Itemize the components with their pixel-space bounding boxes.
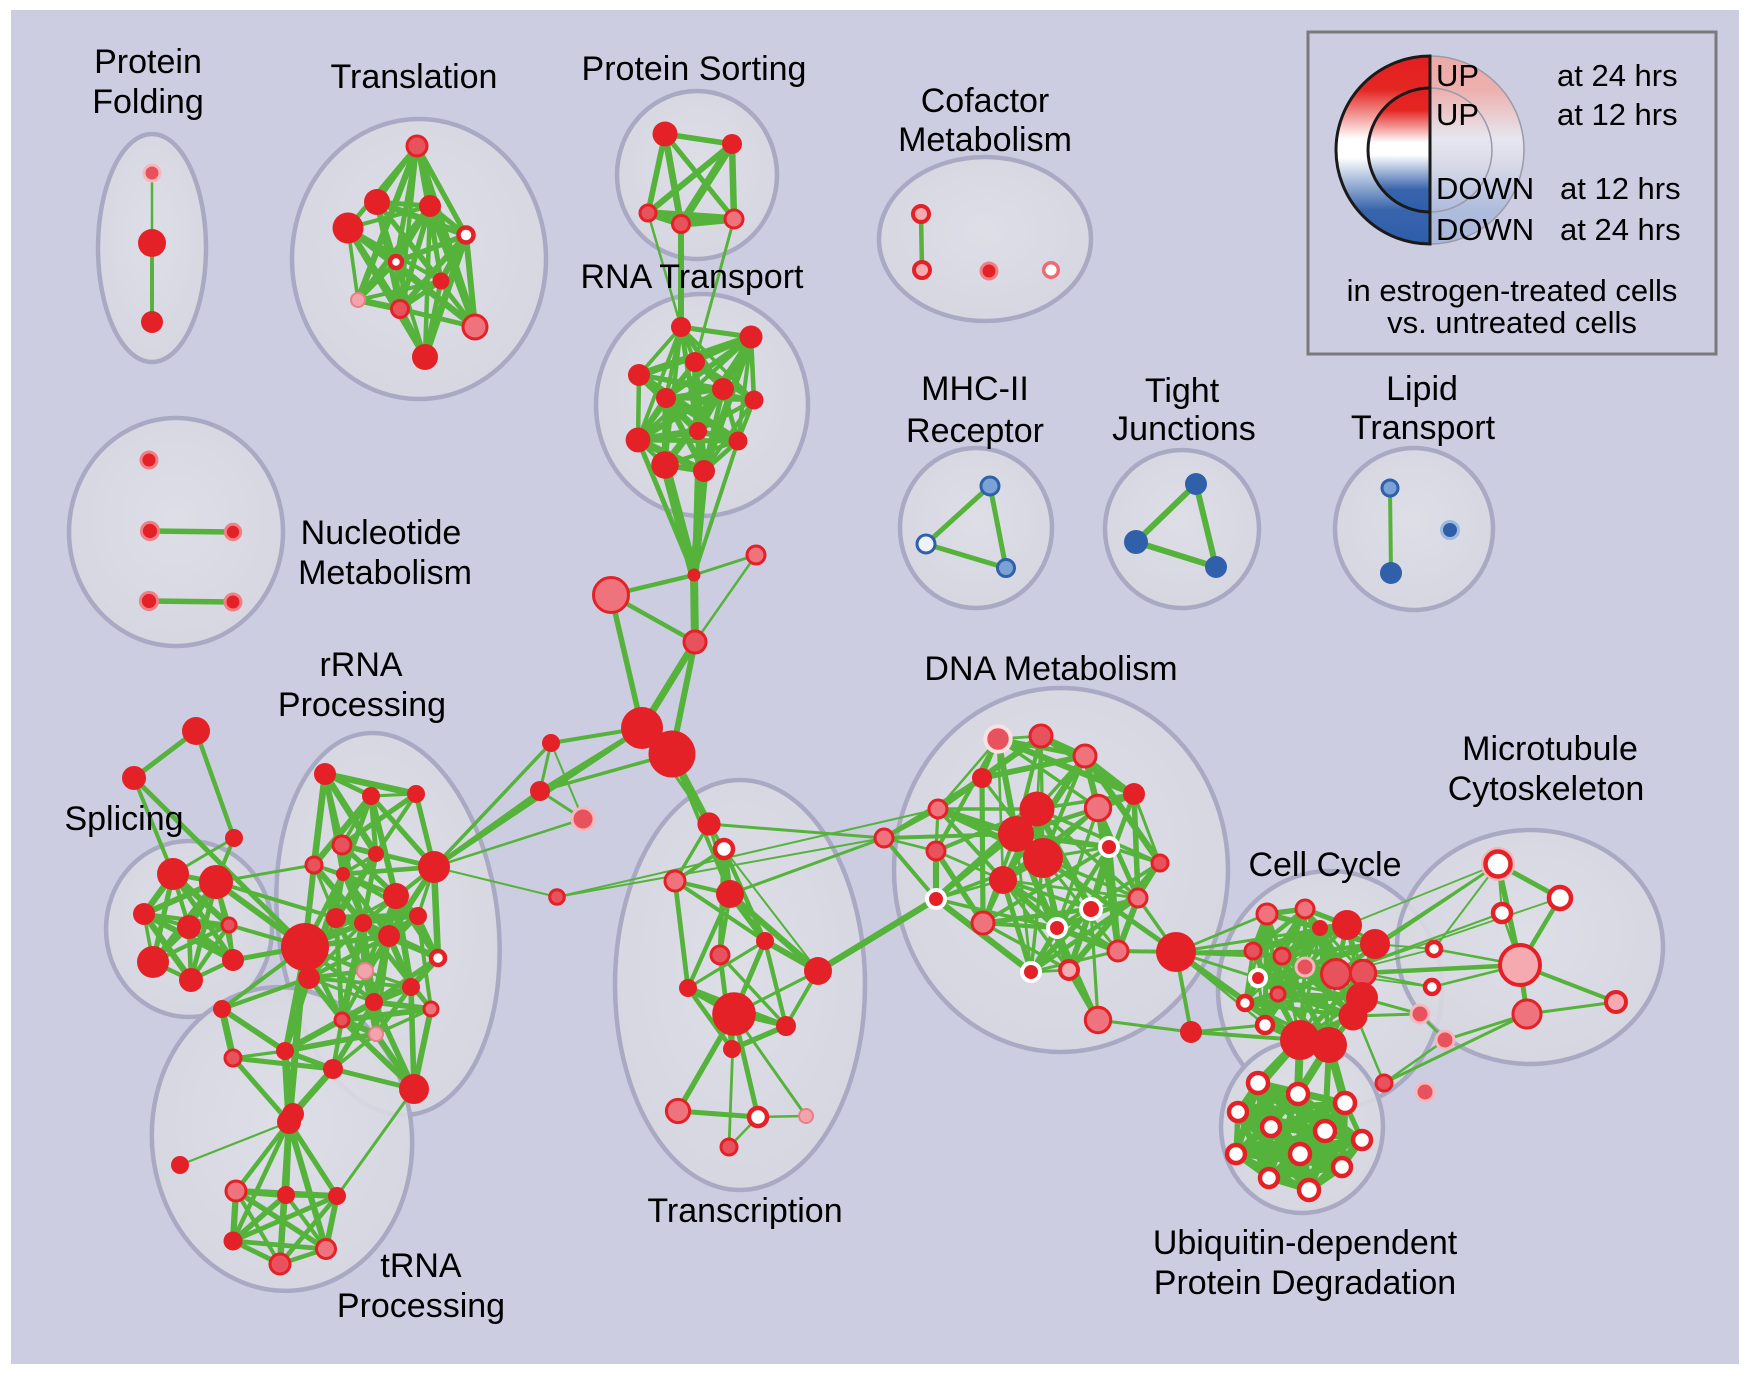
svg-text:DOWN: DOWN [1436,212,1534,247]
svg-text:Ubiquitin-dependent: Ubiquitin-dependent [1153,1224,1458,1262]
svg-text:RNA Transport: RNA Transport [581,258,805,296]
svg-text:at 24 hrs: at 24 hrs [1557,58,1678,93]
svg-text:Microtubule: Microtubule [1462,730,1638,768]
svg-text:Junctions: Junctions [1112,410,1256,448]
svg-text:Cofactor: Cofactor [921,82,1050,120]
svg-text:Cytoskeleton: Cytoskeleton [1448,770,1645,808]
svg-text:Folding: Folding [92,83,204,121]
svg-text:Tight: Tight [1145,372,1220,410]
svg-text:Protein Degradation: Protein Degradation [1154,1264,1456,1302]
svg-text:Transcription: Transcription [647,1192,842,1230]
svg-text:UP: UP [1436,58,1479,93]
svg-text:in estrogen-treated cells: in estrogen-treated cells [1347,273,1678,308]
svg-text:at 24 hrs: at 24 hrs [1560,212,1681,247]
svg-text:at 12 hrs: at 12 hrs [1557,97,1678,132]
svg-text:Translation: Translation [331,58,498,96]
svg-text:Splicing: Splicing [64,800,183,838]
svg-text:rRNA: rRNA [319,646,402,684]
svg-text:Nucleotide: Nucleotide [301,514,462,552]
svg-text:Protein Sorting: Protein Sorting [582,50,807,88]
svg-text:Processing: Processing [337,1287,505,1325]
svg-text:vs. untreated cells: vs. untreated cells [1387,305,1637,340]
svg-text:MHC-II: MHC-II [921,370,1029,408]
svg-text:Receptor: Receptor [906,412,1044,450]
svg-text:tRNA: tRNA [380,1247,462,1285]
svg-text:at 12 hrs: at 12 hrs [1560,171,1681,206]
svg-text:Lipid: Lipid [1386,370,1458,408]
svg-text:DOWN: DOWN [1436,171,1534,206]
svg-text:Protein: Protein [94,43,202,81]
svg-text:Metabolism: Metabolism [298,554,472,592]
svg-text:Transport: Transport [1351,409,1496,447]
svg-text:UP: UP [1436,97,1479,132]
svg-text:Cell Cycle: Cell Cycle [1248,846,1401,884]
svg-text:Metabolism: Metabolism [898,121,1072,159]
svg-text:DNA Metabolism: DNA Metabolism [924,650,1177,688]
svg-text:Processing: Processing [278,686,446,724]
